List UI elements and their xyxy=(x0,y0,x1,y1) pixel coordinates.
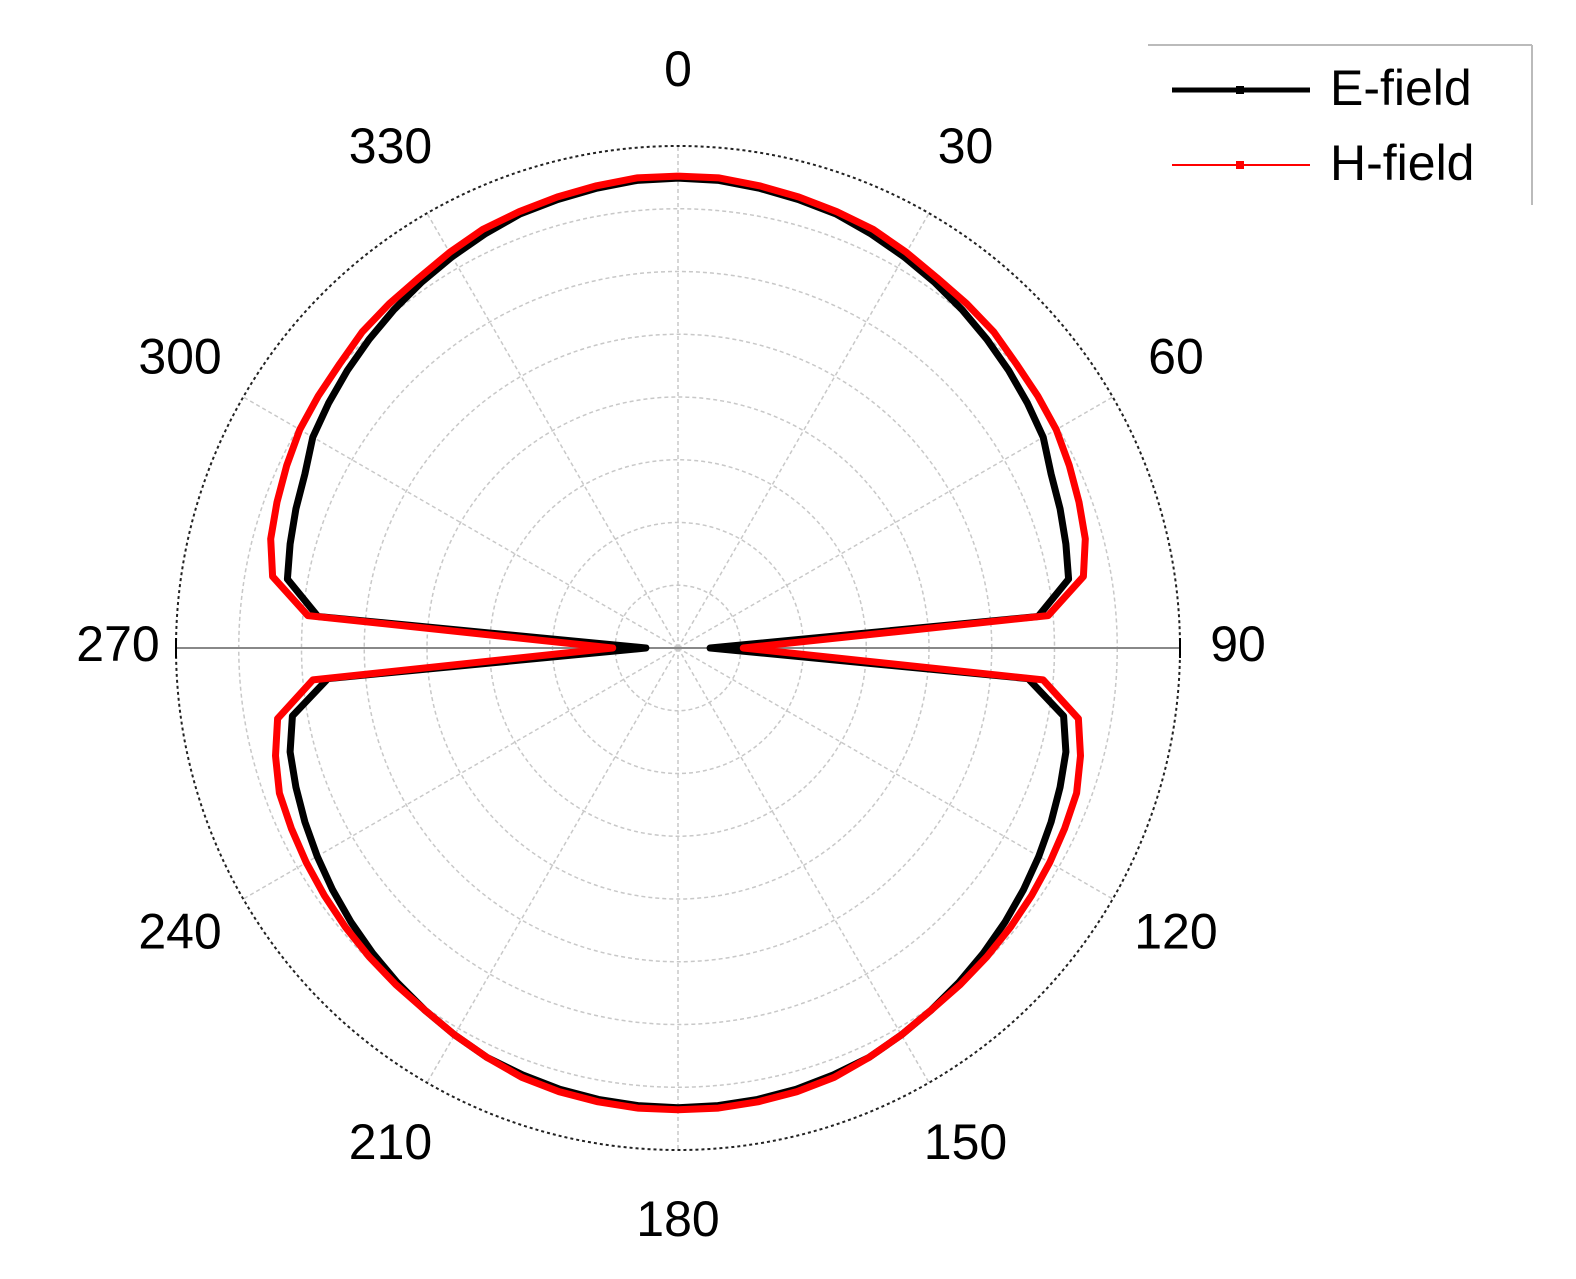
grid-spoke xyxy=(677,212,930,649)
legend-label: E-field xyxy=(1330,60,1472,116)
theta-tick-label: 60 xyxy=(1148,329,1204,385)
series-line xyxy=(267,172,1089,1114)
theta-tick-label: 330 xyxy=(349,118,432,174)
legend-label: H-field xyxy=(1330,135,1474,191)
theta-tick-label: 90 xyxy=(1210,616,1266,672)
theta-tick-label: 240 xyxy=(138,904,221,960)
theta-tick-label: 180 xyxy=(636,1191,719,1247)
legend: E-field H-field xyxy=(1148,44,1533,205)
theta-tick-label: 270 xyxy=(76,616,159,672)
theta-tick-label: 300 xyxy=(138,329,221,385)
legend-marker xyxy=(1236,161,1244,169)
legend-marker xyxy=(1236,86,1244,94)
theta-tick-label: 0 xyxy=(664,41,692,97)
theta-tick-label: 150 xyxy=(924,1114,1007,1170)
theta-tick-label: 210 xyxy=(349,1114,432,1170)
theta-tick-label: 30 xyxy=(938,118,994,174)
theta-tick-label: 120 xyxy=(1134,904,1217,960)
